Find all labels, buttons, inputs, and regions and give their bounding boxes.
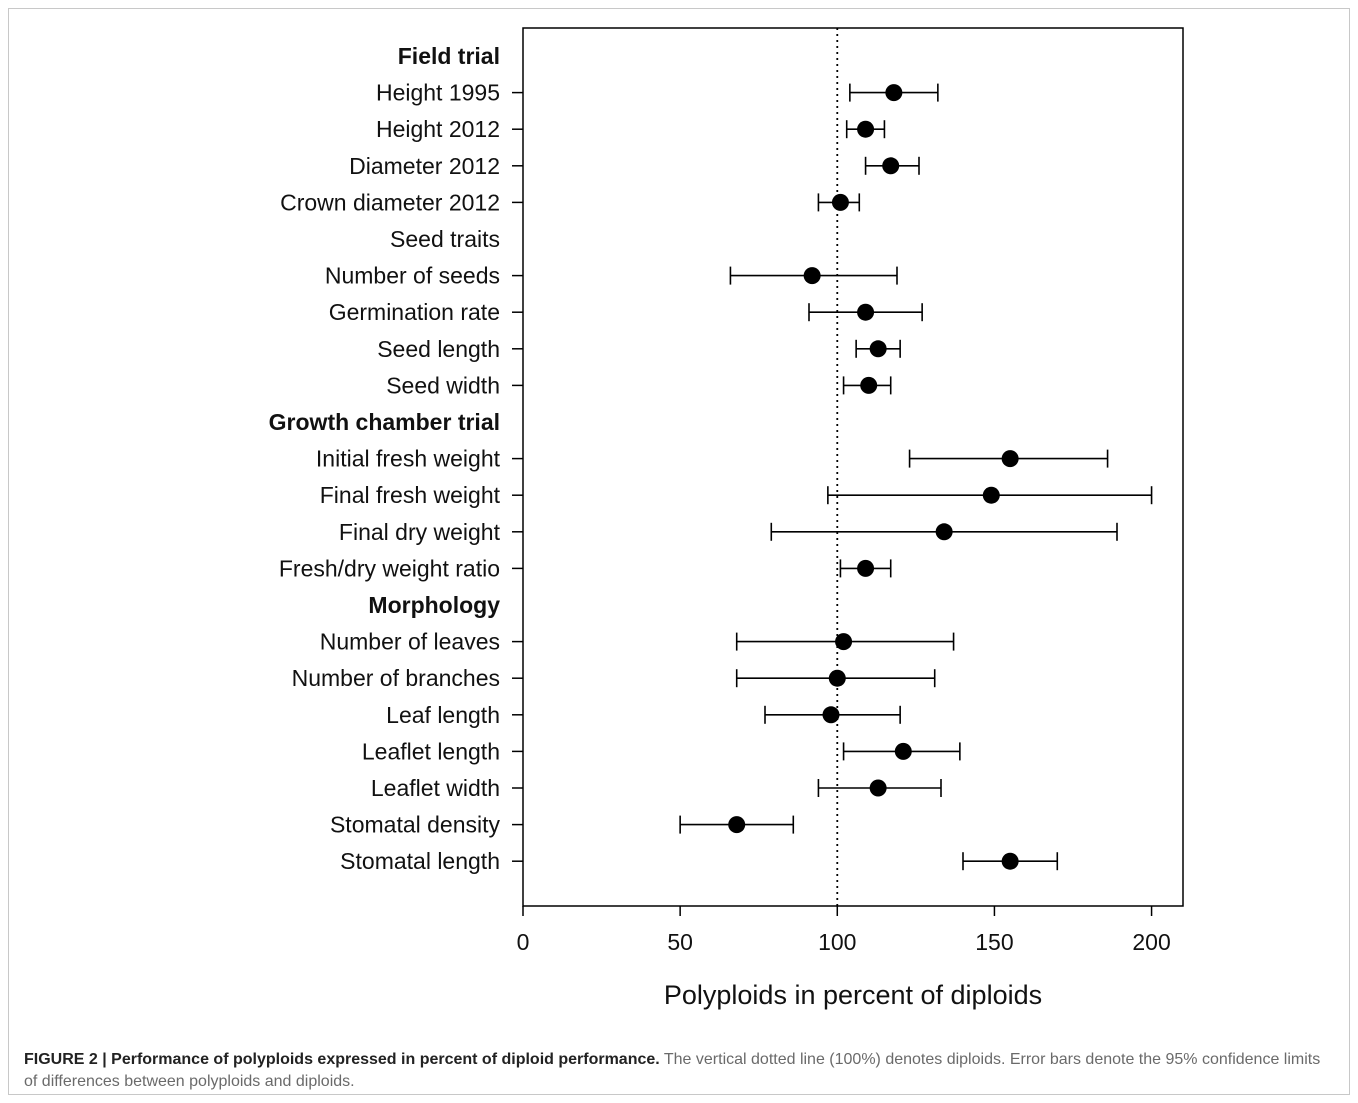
point-initial-fresh-weight [1001, 450, 1019, 468]
point-stomatal-density [728, 816, 746, 834]
row-label-crown-diameter-2012: Crown diameter 2012 [280, 189, 500, 215]
point-seed-width [860, 376, 878, 394]
x-tick-label-150: 150 [975, 929, 1013, 955]
x-axis: 0 50 100 150 200 [517, 906, 1171, 955]
point-final-fresh-weight [982, 486, 1000, 504]
row-label-number-of-leaves: Number of leaves [320, 629, 500, 655]
x-tick-label-50: 50 [667, 929, 693, 955]
point-stomatal-length [1001, 852, 1019, 870]
row-label-leaf-length: Leaf length [386, 702, 500, 728]
point-height-1995 [885, 84, 903, 102]
row-label-diameter-2012: Diameter 2012 [349, 153, 500, 179]
caption-body: The vertical dotted line (100%) denotes … [24, 1051, 1321, 1090]
rows-layer: Field trial Height 1995 Height 2012 Diamete… [269, 43, 1153, 874]
row-label-number-of-branches: Number of branches [292, 665, 500, 691]
row-label-height-1995: Height 1995 [376, 80, 500, 106]
figure-caption: FIGURE 2 | Performance of polyploids exp… [24, 1049, 1336, 1093]
caption-lead: FIGURE 2 | Performance of polyploids exp… [24, 1051, 660, 1068]
row-label-fresh-dry-weight-ratio: Fresh/dry weight ratio [279, 555, 500, 581]
point-seed-length [869, 340, 887, 358]
row-label-germination-rate: Germination rate [329, 299, 500, 325]
point-crown-diameter-2012 [831, 193, 849, 211]
x-axis-title: Polyploids in percent of diploids [664, 980, 1042, 1010]
row-label-stomatal-length: Stomatal length [340, 848, 500, 874]
row-label-morphology: Morphology [368, 592, 500, 618]
point-diameter-2012 [882, 157, 900, 175]
row-label-seed-length: Seed length [377, 336, 500, 362]
point-leaflet-length [894, 742, 912, 760]
point-leaf-length [822, 706, 840, 724]
x-tick-label-200: 200 [1132, 929, 1170, 955]
row-label-final-dry-weight: Final dry weight [339, 519, 501, 545]
row-label-growth-chamber-trial: Growth chamber trial [269, 409, 500, 435]
point-number-of-leaves [835, 633, 853, 651]
figure-frame [8, 8, 1350, 1095]
row-label-final-fresh-weight: Final fresh weight [320, 482, 501, 508]
x-tick-label-100: 100 [818, 929, 856, 955]
row-label-number-of-seeds: Number of seeds [325, 263, 500, 289]
point-final-dry-weight [935, 523, 953, 541]
row-label-seed-width: Seed width [386, 372, 500, 398]
row-label-seed-traits: Seed traits [390, 226, 500, 252]
point-fresh-dry-weight-ratio [857, 559, 875, 577]
point-leaflet-width [869, 779, 887, 797]
row-label-height-2012: Height 2012 [376, 116, 500, 142]
row-label-initial-fresh-weight: Initial fresh weight [316, 446, 501, 472]
row-label-leaflet-length: Leaflet length [362, 738, 500, 764]
point-number-of-seeds [803, 267, 821, 285]
point-height-2012 [857, 120, 875, 138]
forest-plot: Field trial Height 1995 Height 2012 Diamete… [269, 27, 1184, 1010]
plot-area [522, 27, 1184, 907]
point-number-of-branches [828, 669, 846, 687]
row-label-field-trial: Field trial [398, 43, 500, 69]
point-germination-rate [857, 303, 875, 321]
row-label-stomatal-density: Stomatal density [330, 812, 501, 838]
row-label-leaflet-width: Leaflet width [371, 775, 500, 801]
x-tick-label-0: 0 [517, 929, 530, 955]
